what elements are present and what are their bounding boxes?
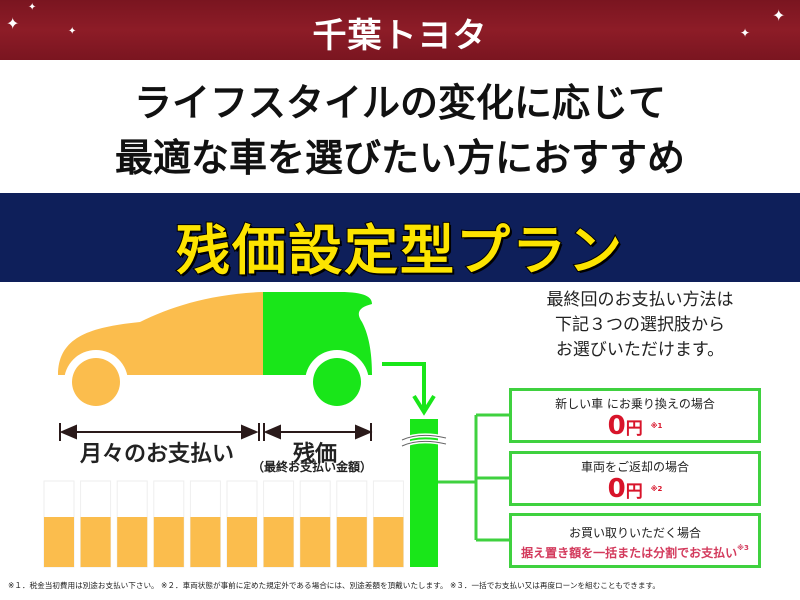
option-title: お買い取りいただく場合 xyxy=(568,526,701,540)
monthly-bars xyxy=(43,480,404,568)
header-banner: 千葉トヨタ ✦ ✦ ✦ ✦ ✦ xyxy=(0,0,800,60)
explanation: 最終回のお支払い方法は 下記３つの選択肢から お選びいただけます。 xyxy=(500,288,780,363)
option-trade-in: 新しい車 にお乗り換えの場合 0円 ※1 xyxy=(509,388,761,443)
monthly-bar xyxy=(117,517,148,567)
sparkle-icon: ✦ xyxy=(68,26,77,37)
monthly-bar xyxy=(373,517,404,567)
monthly-bar xyxy=(190,517,221,567)
plan-band: 残価設定型プラン xyxy=(0,193,800,283)
sparkle-icon: ✦ xyxy=(6,14,20,33)
option-buyout: お買い取りいただく場合 据え置き額を一括または分割でお支払い※3 xyxy=(509,513,761,568)
front-wheel xyxy=(72,358,120,406)
option-detail: 据え置き額を一括または分割でお支払い※3 xyxy=(521,544,749,560)
monthly-bar xyxy=(44,517,74,567)
flow-arrow xyxy=(382,362,426,408)
option-amount: 0円 ※1 xyxy=(607,411,663,441)
residual-label: 残価 xyxy=(293,442,338,467)
explanation-line: 最終回のお支払い方法は xyxy=(546,290,734,310)
option-connectors xyxy=(438,413,509,542)
sparkle-icon: ✦ xyxy=(772,6,786,25)
monthly-payment-label: 月々のお支払い xyxy=(80,442,235,467)
sparkle-icon: ✦ xyxy=(28,2,37,13)
option-title: 車両をご返却の場合 xyxy=(580,460,689,474)
monthly-bar xyxy=(336,517,367,567)
option-amount: 0円 ※2 xyxy=(607,474,663,504)
monthly-bar xyxy=(263,517,294,567)
plan-title: 残価設定型プラン xyxy=(175,218,624,283)
rear-wheel xyxy=(313,358,361,406)
monthly-bar xyxy=(80,517,111,567)
span-arrows xyxy=(59,423,373,441)
monthly-bar xyxy=(300,517,331,567)
intro-line-2: 最適な車を選びたい方におすすめ xyxy=(114,136,685,180)
footnotes: ※１．税金当初費用は別途お支払い下さい。 ※２．車両状態が事前に定めた規定外であ… xyxy=(8,581,660,590)
plan-diagram xyxy=(43,292,509,568)
explanation-line: お選びいただけます。 xyxy=(555,340,725,360)
option-title: 新しい車 にお乗り換えの場合 xyxy=(555,397,715,411)
residual-sub-label: （最終お支払い金額） xyxy=(252,460,373,474)
intro-line-1: ライフスタイルの変化に応じて xyxy=(133,81,666,125)
explanation-line: 下記３つの選択肢から xyxy=(555,315,725,335)
sparkle-icon: ✦ xyxy=(740,26,751,40)
logo: 千葉トヨタ xyxy=(312,16,488,56)
intro-text: ライフスタイルの変化に応じて 最適な車を選びたい方におすすめ xyxy=(0,60,800,193)
monthly-bar xyxy=(153,517,184,567)
option-return: 車両をご返却の場合 0円 ※2 xyxy=(509,451,761,506)
monthly-bar xyxy=(227,517,257,567)
